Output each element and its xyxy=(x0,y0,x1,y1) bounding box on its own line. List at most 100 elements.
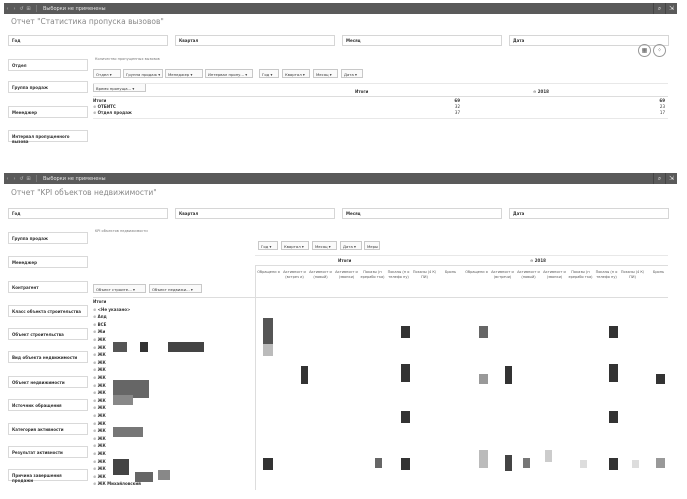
measure-header[interactable]: Активност и (звонки) xyxy=(335,270,358,279)
table-row[interactable]: ⊕ <Не указано> xyxy=(93,307,130,312)
listbox-3[interactable]: Класс объекта строительства xyxy=(8,305,88,317)
table-row[interactable]: ⊕ ЖК xyxy=(93,421,106,426)
listbox-1[interactable]: Менеджер xyxy=(8,256,88,268)
expand-icon[interactable]: ⊕ xyxy=(93,428,98,434)
expand-icon[interactable]: ⊕ xyxy=(93,397,98,403)
measure-header[interactable]: Активност и (встречи) xyxy=(491,270,514,279)
dim-sales-group[interactable]: Группа продаж ▾ xyxy=(123,69,163,78)
measure-header[interactable]: Обращени я xyxy=(257,270,280,274)
measure-header[interactable]: Показы (4 К/ПИ) xyxy=(620,270,645,279)
measure-header[interactable]: Показы (п ерерабо тка) xyxy=(360,270,385,279)
listbox-5[interactable]: Вид объекта недвижимости xyxy=(8,351,88,363)
listbox-manager[interactable]: Менеджер xyxy=(8,106,88,118)
listbox-2[interactable]: Контрагент xyxy=(8,281,88,293)
listbox-0[interactable]: Группа продаж xyxy=(8,232,88,244)
time-dim-measures[interactable]: Меры xyxy=(364,241,380,250)
table-row[interactable]: ⊕ ЖК xyxy=(93,352,106,357)
expand-icon[interactable]: ⊕ xyxy=(93,413,98,418)
expand-icon[interactable]: ⊕ xyxy=(93,420,98,426)
dim-manager[interactable]: Менеджер ▾ xyxy=(165,69,203,78)
selections-icon[interactable]: ⊞ xyxy=(26,175,31,182)
expand-icon[interactable]: ⊕ xyxy=(93,352,98,358)
forward-icon[interactable]: › xyxy=(13,5,16,12)
filter-year[interactable]: Год xyxy=(8,208,168,219)
listbox-6[interactable]: Объект недвижимости xyxy=(8,376,88,388)
measure-header[interactable]: Показы (п о телефо ну) xyxy=(595,270,618,279)
listbox-sales-group[interactable]: Группа продаж xyxy=(8,81,88,93)
measure-header[interactable]: Показы (п ерерабо тка) xyxy=(568,270,593,279)
expand-icon[interactable]: ⊖ xyxy=(533,89,537,94)
filter-date[interactable]: Дата xyxy=(509,208,669,219)
expand-icon[interactable]: ⊕ xyxy=(93,367,98,373)
expand-icon[interactable]: ⊕ xyxy=(93,458,98,464)
listbox-4[interactable]: Объект строительства xyxy=(8,328,88,340)
table-row[interactable]: ⊕ ЖК xyxy=(93,451,106,456)
expand-icon[interactable]: ⊕ xyxy=(93,390,98,396)
selections-icon[interactable]: ⊞ xyxy=(26,5,31,12)
search-icon[interactable]: ⌕ xyxy=(653,173,665,184)
filter-date[interactable]: Дата xyxy=(509,35,669,46)
measure-header[interactable]: Бронь xyxy=(652,270,665,274)
listbox-missed-interval[interactable]: Интервал пропущенного вызова xyxy=(8,130,88,144)
col-header-year[interactable]: ⊖ 2018 xyxy=(530,258,546,263)
measure-header[interactable]: Показы (4 К/ПИ) xyxy=(412,270,437,279)
dim-realty-object[interactable]: Объект недвижи... ▾ xyxy=(149,284,202,293)
expand-icon[interactable]: ⊕ xyxy=(93,451,98,456)
measure-header[interactable]: Активност и (звонки) xyxy=(543,270,566,279)
search-icon[interactable]: ⌕ xyxy=(653,3,665,14)
expand-icon[interactable]: ⊕ xyxy=(93,359,98,365)
table-row[interactable]: ⊕ ЖК xyxy=(93,398,106,403)
dim-missed-time[interactable]: Время пропуща... ▾ xyxy=(93,83,146,92)
table-row[interactable]: ⊕ ЖК xyxy=(93,405,106,410)
expand-icon[interactable]: ⊕ xyxy=(93,375,98,380)
listbox-10[interactable]: Причина завершения продажи xyxy=(8,469,88,483)
expand-icon[interactable]: ⊕ xyxy=(93,104,97,109)
table-row[interactable]: ⊕ Отдел продаж xyxy=(93,110,132,115)
expand-icon[interactable]: ⊕ xyxy=(93,306,98,312)
table-row[interactable]: ⊕ ЖК xyxy=(93,413,106,418)
expand-icon[interactable]: ⊕ xyxy=(93,337,98,342)
col-header-year[interactable]: ⊖ 2018 xyxy=(533,89,549,94)
expand-icon[interactable]: ⊕ xyxy=(93,443,98,449)
table-row[interactable]: ⊕ Жи xyxy=(93,329,105,334)
table-row[interactable]: ⊕ ЖК xyxy=(93,436,106,441)
forward-icon[interactable]: › xyxy=(13,175,16,182)
time-dim-year[interactable]: Год ▾ xyxy=(259,69,279,78)
measure-header[interactable]: Показы (п о телефо ну) xyxy=(387,270,410,279)
dim-department[interactable]: Отдел ▾ xyxy=(93,69,121,78)
expand-icon[interactable]: ⊕ xyxy=(93,321,98,327)
listbox-department[interactable]: Отдел xyxy=(8,59,88,71)
listbox-8[interactable]: Категория активности xyxy=(8,423,88,435)
expand-icon[interactable]: ⊕ xyxy=(93,473,98,479)
measure-header[interactable]: Активност и (новый) xyxy=(517,270,540,279)
table-row[interactable]: ⊕ ЖК xyxy=(93,375,106,380)
table-row[interactable]: ⊕ ЖК xyxy=(93,474,106,479)
expand-icon[interactable]: ⊕ xyxy=(93,110,97,115)
table-icon[interactable]: ▦ xyxy=(638,44,651,57)
time-dim-quarter[interactable]: Квартал ▾ xyxy=(282,69,310,78)
listbox-7[interactable]: Источник обращения xyxy=(8,399,88,411)
dim-construction-object[interactable]: Объект строите... ▾ xyxy=(93,284,146,293)
measure-header[interactable]: Обращени я xyxy=(465,270,488,274)
table-row[interactable]: ⊕ ОТБИТС xyxy=(93,104,116,109)
clear-selections-icon[interactable]: ↺ xyxy=(19,175,24,182)
table-row[interactable]: ⊕ ЖК xyxy=(93,443,106,448)
time-dim-date[interactable]: Дата ▾ xyxy=(341,69,363,78)
expand-icon[interactable]: ⊕ xyxy=(93,314,98,320)
back-icon[interactable]: ‹ xyxy=(6,5,9,12)
back-icon[interactable]: ‹ xyxy=(6,175,9,182)
listbox-9[interactable]: Результат активности xyxy=(8,446,88,458)
table-row[interactable]: ⊕ ЖК xyxy=(93,345,106,350)
time-dim-month[interactable]: Месяц ▾ xyxy=(313,69,338,78)
expand-icon[interactable]: ⊕ xyxy=(93,405,98,411)
expand-icon[interactable]: ⊕ xyxy=(93,481,98,487)
table-row[interactable]: Итоги xyxy=(93,299,106,304)
table-row[interactable]: ⊕ ЖК xyxy=(93,466,106,471)
time-dim-date[interactable]: Дата ▾ xyxy=(340,241,362,250)
expand-icon[interactable]: ⊕ xyxy=(93,344,98,350)
table-row[interactable]: ⊕ ЖК xyxy=(93,367,106,372)
measure-header[interactable]: Активност и (новый) xyxy=(309,270,332,279)
filter-month[interactable]: Месяц xyxy=(342,35,502,46)
expand-icon[interactable]: ⊕ xyxy=(93,466,98,472)
time-dim-year[interactable]: Год ▾ xyxy=(258,241,278,250)
